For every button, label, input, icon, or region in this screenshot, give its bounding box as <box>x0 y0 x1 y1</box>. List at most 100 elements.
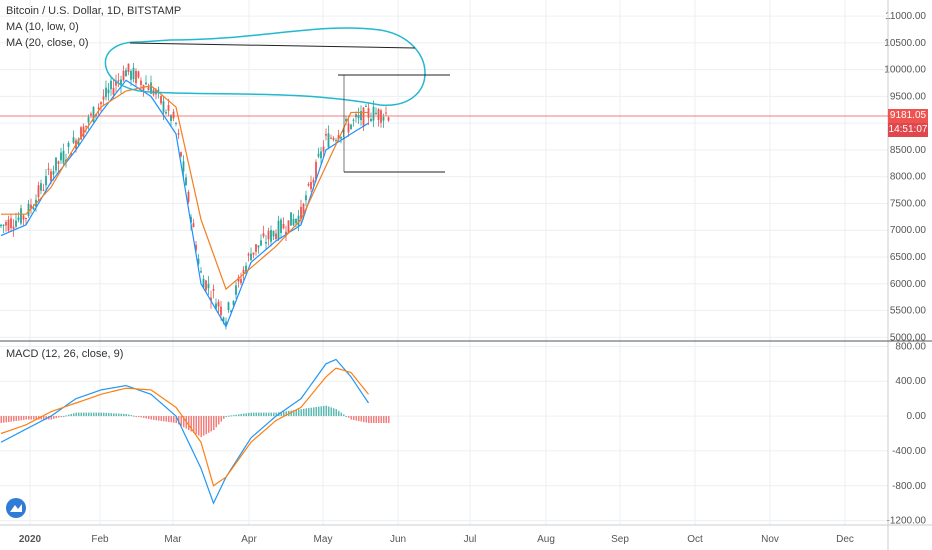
macd-histogram-bar <box>88 412 90 417</box>
candle-body <box>327 133 330 148</box>
candle-body <box>92 106 95 122</box>
candle-body <box>195 244 197 251</box>
candle-body <box>2 224 5 226</box>
candle-body <box>302 203 305 217</box>
candle-body <box>380 110 382 123</box>
macd-histogram-bar <box>95 412 97 417</box>
macd-histogram-bar <box>293 410 295 417</box>
macd-histogram-bar <box>78 412 80 417</box>
macd-histogram-bar <box>5 416 7 423</box>
macd-histogram-bar <box>358 416 360 422</box>
candle-body <box>357 114 360 119</box>
candle-body <box>167 105 170 111</box>
macd-histogram-bar <box>270 412 272 417</box>
macd-histogram-bar <box>385 416 387 424</box>
macd-histogram-bar <box>58 416 60 418</box>
candle-body <box>232 300 235 305</box>
macd-histogram-bar <box>200 416 202 437</box>
macd-histogram-bar <box>203 416 205 436</box>
candle-body <box>372 107 375 121</box>
macd-histogram-bar <box>388 416 390 424</box>
macd-histogram-bar <box>228 415 230 417</box>
macd-histogram-bar <box>110 413 112 417</box>
candle-body <box>247 253 250 256</box>
candle-body <box>42 189 45 191</box>
macd-histogram-bar <box>345 416 347 418</box>
macd-histogram-bar <box>170 416 172 423</box>
macd-histogram-bar <box>155 416 157 421</box>
macd-histogram-bar <box>230 415 232 417</box>
candle-body <box>5 222 7 226</box>
candle-body <box>105 87 107 98</box>
candle-body <box>137 71 140 78</box>
candle-body <box>50 171 52 182</box>
x-tick-label: Jun <box>390 534 406 545</box>
candle-body <box>282 223 285 229</box>
candle-body <box>37 185 40 198</box>
macd-histogram-bar <box>338 410 340 417</box>
candle-body <box>310 181 312 190</box>
macd-histogram-bar <box>325 405 327 417</box>
candle-body <box>55 157 57 171</box>
candle-body <box>322 146 325 152</box>
macd-histogram-bar <box>383 416 385 424</box>
macd-histogram-bar <box>323 405 325 417</box>
macd-histogram-bar <box>263 412 265 417</box>
macd-histogram-bar <box>238 414 240 417</box>
macd-histogram-bar <box>135 416 137 418</box>
candle-body <box>340 136 342 139</box>
macd-legend[interactable]: MACD (12, 26, close, 9) <box>6 348 124 360</box>
candle-body <box>147 86 150 91</box>
candle-body <box>175 122 177 124</box>
candle-body <box>230 310 232 312</box>
macd-histogram-bar <box>378 416 380 424</box>
macd-histogram-bar <box>248 412 250 417</box>
candle-body <box>190 216 192 223</box>
y-tick-label: 11000.00 <box>885 11 926 22</box>
candle-body <box>192 223 195 228</box>
x-tick-label: Mar <box>164 534 182 545</box>
candle-body <box>72 137 75 143</box>
candle-body <box>120 79 122 86</box>
candle-body <box>200 271 202 273</box>
macd-histogram-bar <box>335 409 337 417</box>
ma10-legend[interactable]: MA (10, low, 0) <box>6 21 79 33</box>
y-tick-label: 5000.00 <box>890 332 927 343</box>
macd-histogram-bar <box>13 416 15 422</box>
candle-body <box>275 233 277 239</box>
macd-histogram-bar <box>245 413 247 417</box>
candle-body <box>142 85 145 91</box>
candle-body <box>362 107 365 126</box>
y-tick-label: 7000.00 <box>890 225 927 236</box>
candle-body <box>312 179 315 183</box>
candle-body <box>7 219 10 231</box>
ma20-legend[interactable]: MA (20, close, 0) <box>6 37 89 49</box>
macd-histogram-bar <box>28 416 30 420</box>
candle-body <box>292 218 295 226</box>
tradingview-logo-icon[interactable] <box>6 498 26 518</box>
macd-histogram-bar <box>315 407 317 417</box>
macd-histogram-bar <box>60 416 62 418</box>
candle-body <box>97 107 100 109</box>
candle-body <box>182 161 185 172</box>
candle-body <box>385 112 387 114</box>
macd-histogram-bar <box>128 414 130 417</box>
symbol-title[interactable]: Bitcoin / U.S. Dollar, 1D, BITSTAMP <box>6 5 182 17</box>
macd-histogram-bar <box>50 416 52 420</box>
y-tick-label: 6000.00 <box>890 279 927 290</box>
macd-histogram-bar <box>305 408 307 417</box>
candle-body <box>25 218 27 220</box>
macd-histogram-bar <box>310 407 312 417</box>
candle-body <box>40 183 42 191</box>
candle-body <box>10 218 12 229</box>
candle-body <box>67 142 70 147</box>
candle-body <box>307 183 310 186</box>
macd-histogram-bar <box>303 408 305 417</box>
x-tick-label: Nov <box>761 534 779 545</box>
macd-histogram-bar <box>73 413 75 417</box>
macd-histogram-bar <box>33 416 35 420</box>
macd-histogram-bar <box>35 416 37 420</box>
candle-body <box>290 212 292 226</box>
candle-body <box>317 153 320 157</box>
